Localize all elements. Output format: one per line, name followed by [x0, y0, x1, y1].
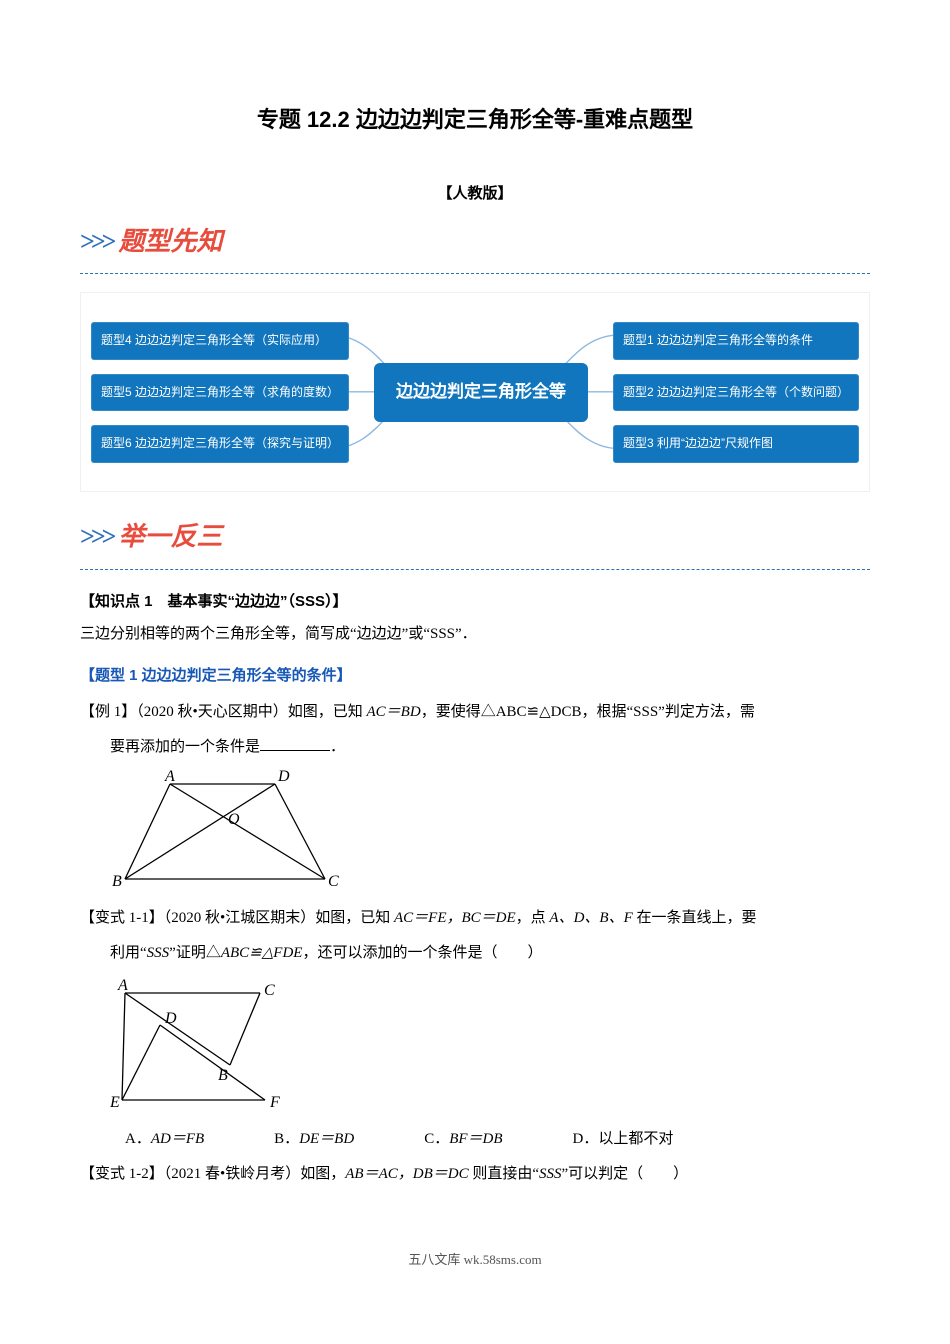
- knowledge-block: 【知识点 1 基本事实“边边边”（SSS）】 三边分别相等的两个三角形全等，简写…: [80, 588, 870, 648]
- figure-2: A C D B E F: [110, 975, 870, 1120]
- variant-1-1-line2: 利用“SSS”证明△ABC≌△FDE，还可以添加的一个条件是（ ）: [80, 940, 870, 967]
- mindmap-node: 题型3 利用“边边边”尺规作图: [613, 425, 859, 463]
- text: ”可以判定（ ）: [562, 1166, 689, 1182]
- text-italic: AC＝BD: [367, 704, 421, 720]
- options-row: A．AD＝FB B．DE＝BD C．BF＝DB D．以上都不对: [80, 1126, 870, 1153]
- page-title: 专题 12.2 边边边判定三角形全等-重难点题型: [80, 100, 870, 140]
- label-D: D: [164, 1010, 177, 1027]
- option-B: B．DE＝BD: [274, 1126, 354, 1153]
- section-banner-practice: >>>举一反三: [80, 512, 870, 563]
- label-C: C: [328, 873, 339, 889]
- text: 利用“: [110, 945, 147, 961]
- label-E: E: [110, 1094, 120, 1110]
- topic-heading: 【题型 1 边边边判定三角形全等的条件】: [80, 662, 870, 689]
- section-banner-preview: >>>题型先知: [80, 217, 870, 268]
- mindmap-right-col: 题型1 边边边判定三角形全等的条件 题型2 边边边判定三角形全等（个数问题） 题…: [613, 322, 859, 463]
- label-A: A: [164, 769, 175, 785]
- mindmap: 题型4 边边边判定三角形全等（实际应用） 题型5 边边边判定三角形全等（求角的度…: [91, 307, 859, 477]
- mindmap-node: 题型2 边边边判定三角形全等（个数问题）: [613, 374, 859, 412]
- knowledge-body: 三边分别相等的两个三角形全等，简写成“边边边”或“SSS”．: [80, 621, 870, 648]
- text-italic: SSS: [539, 1166, 562, 1182]
- text-italic: A、D、B、F: [549, 910, 632, 926]
- banner-text: 举一反三: [118, 522, 222, 551]
- knowledge-heading: 【知识点 1 基本事实“边边边”（SSS）】: [80, 588, 870, 615]
- text: ，要使得△ABC≌△DCB，根据“SSS”判定方法，需: [421, 704, 755, 720]
- variant-1-2: 【变式 1-2】（2021 春•铁岭月考）如图，AB＝AC，DB＝DC 则直接由…: [80, 1161, 870, 1188]
- text: 要再添加的一个条件是: [110, 739, 260, 755]
- text: 【变式 1-2】（2021 春•铁岭月考）如图，: [80, 1166, 345, 1182]
- label-D: D: [277, 769, 290, 785]
- text-italic: SSS: [147, 945, 170, 961]
- text: ，还可以添加的一个条件是（ ）: [302, 945, 542, 961]
- text-italic: ABC≌△FDE: [221, 945, 303, 961]
- option-C: C．BF＝DB: [424, 1126, 502, 1153]
- text: ”证明△: [169, 945, 221, 961]
- label-A: A: [117, 977, 128, 994]
- figure-1: A D B C O: [110, 769, 870, 899]
- text: 则直接由“: [469, 1166, 539, 1182]
- label-F: F: [269, 1094, 280, 1110]
- fill-blank: [260, 736, 330, 751]
- label-C: C: [264, 982, 275, 999]
- text: 在一条直线上，要: [633, 910, 757, 926]
- option-D: D．以上都不对: [573, 1126, 674, 1153]
- mindmap-left-col: 题型4 边边边判定三角形全等（实际应用） 题型5 边边边判定三角形全等（求角的度…: [91, 322, 349, 463]
- label-B: B: [218, 1067, 228, 1084]
- text-italic: AB＝AC，DB＝DC: [345, 1166, 468, 1182]
- mindmap-node: 题型1 边边边判定三角形全等的条件: [613, 322, 859, 360]
- edition-label: 【人教版】: [80, 180, 870, 207]
- mindmap-center: 边边边判定三角形全等: [374, 363, 588, 422]
- mindmap-container: 题型4 边边边判定三角形全等（实际应用） 题型5 边边边判定三角形全等（求角的度…: [80, 292, 870, 492]
- text: 【变式 1-1】（2020 秋•江城区期末）如图，已知: [80, 910, 394, 926]
- label-B: B: [112, 873, 122, 889]
- page-footer: 五八文库 wk.58sms.com: [80, 1248, 870, 1271]
- text: ，点: [516, 910, 550, 926]
- divider: [80, 569, 870, 570]
- example-1: 【例 1】（2020 秋•天心区期中）如图，已知 AC＝BD，要使得△ABC≌△…: [80, 699, 870, 726]
- text: ．: [330, 739, 345, 755]
- label-O: O: [228, 811, 240, 828]
- text-italic: AC＝FE，BC＝DE: [394, 910, 516, 926]
- triangle-diagram-icon: A C D B E F: [110, 975, 310, 1110]
- chevron-icon: >>>: [80, 522, 112, 551]
- option-A: A．AD＝FB: [125, 1126, 204, 1153]
- text: 【例 1】（2020 秋•天心区期中）如图，已知: [80, 704, 367, 720]
- mindmap-node: 题型5 边边边判定三角形全等（求角的度数）: [91, 374, 349, 412]
- mindmap-node: 题型4 边边边判定三角形全等（实际应用）: [91, 322, 349, 360]
- triangle-diagram-icon: A D B C O: [110, 769, 340, 889]
- example-1-line2: 要再添加的一个条件是 ．: [80, 734, 870, 761]
- variant-1-1: 【变式 1-1】（2020 秋•江城区期末）如图，已知 AC＝FE，BC＝DE，…: [80, 905, 870, 932]
- banner-text: 题型先知: [118, 227, 222, 256]
- mindmap-node: 题型6 边边边判定三角形全等（探究与证明）: [91, 425, 349, 463]
- divider: [80, 273, 870, 274]
- chevron-icon: >>>: [80, 227, 112, 256]
